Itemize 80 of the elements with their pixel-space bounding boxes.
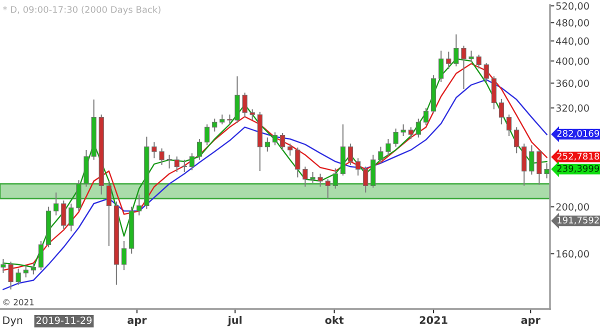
- candlestick: [310, 171, 316, 184]
- text: 239,3999: [557, 164, 600, 173]
- x-tick-label: okt: [325, 316, 344, 324]
- x-tick-label: apr: [128, 318, 147, 326]
- candlestick: [332, 168, 338, 190]
- text: 2019-11-29: [36, 316, 92, 324]
- candlestick: [454, 34, 459, 67]
- candlestick: [264, 136, 270, 152]
- candlestick: [136, 194, 142, 216]
- candlestick: [514, 126, 520, 154]
- candlestick: [386, 138, 391, 156]
- candlestick: [220, 114, 225, 125]
- candlestick: [189, 152, 195, 171]
- candlestick: [423, 107, 429, 126]
- y-tick-label: 520,00: [556, 2, 589, 11]
- candlestick: [8, 261, 14, 290]
- candlestick: [23, 265, 28, 278]
- y-tick-label: 320,00: [556, 104, 589, 113]
- text: 252,7818: [557, 152, 600, 161]
- candlestick: [227, 114, 232, 125]
- candlestick: [250, 108, 255, 121]
- y-tick-label: 400,00: [556, 57, 589, 66]
- x-tick-label: jul: [227, 316, 242, 326]
- candlestick: [204, 124, 210, 146]
- candlestick: [295, 147, 300, 178]
- candlestick: [159, 148, 164, 166]
- candlestick: [121, 240, 127, 271]
- y-tick-label: 480,00: [556, 19, 589, 28]
- candlestick: [280, 132, 286, 151]
- candlestick: [536, 149, 542, 186]
- candlestick: [166, 154, 172, 169]
- candlestick: [76, 180, 82, 212]
- candlestick: [476, 54, 482, 70]
- candlestick: [272, 132, 278, 146]
- candlestick: [288, 143, 293, 156]
- candlestick: [408, 126, 414, 140]
- text: Dyn: [3, 316, 22, 326]
- annotation: © 2021: [3, 299, 34, 306]
- candlestick: [318, 173, 323, 188]
- candlestick: [378, 146, 384, 164]
- candlestick: [468, 50, 474, 63]
- candlestick: [196, 138, 202, 160]
- candlestick: [302, 166, 308, 188]
- candlestick: [212, 118, 218, 132]
- text: 191,7592: [558, 216, 599, 224]
- candlestick: [498, 98, 504, 125]
- y-tick-label: 440,00: [556, 37, 589, 46]
- candlestick: [363, 166, 368, 194]
- candlestick: [182, 159, 187, 173]
- candlestick: [38, 240, 44, 271]
- y-tick-label: 160,00: [556, 250, 589, 259]
- candlestick: [400, 124, 406, 137]
- text: 282,0169: [557, 130, 600, 138]
- candlestick: [506, 114, 512, 137]
- candlestick: [438, 50, 444, 83]
- candlestick: [152, 142, 157, 159]
- x-tick-label: apr: [521, 318, 540, 326]
- y-tick-label: 360,00: [556, 80, 589, 88]
- candlestick: [0, 258, 6, 274]
- candlestick: [16, 268, 21, 286]
- candlestick: [446, 51, 452, 70]
- chart-title: * D, 09:00-17:30 (2000 Days Back): [3, 6, 160, 15]
- candlestick: [242, 92, 248, 118]
- candlestick: [393, 128, 398, 148]
- x-tick-label: 2021: [420, 316, 448, 324]
- candlestick: [529, 144, 534, 176]
- candlestick: [106, 180, 112, 247]
- candlestick: [68, 203, 74, 232]
- candlestick: [544, 162, 550, 179]
- candlestick: [61, 200, 66, 230]
- candlestick: [30, 262, 36, 275]
- candlestick: [484, 62, 489, 83]
- candlestick: [174, 156, 180, 173]
- y-tick-label: 200,00: [556, 203, 589, 212]
- candlestick: [355, 158, 361, 176]
- candlestick: [416, 118, 421, 138]
- candlestick: [325, 178, 330, 200]
- candlestick: [461, 45, 466, 90]
- candlestick: [348, 143, 354, 166]
- candlestick: [54, 192, 59, 216]
